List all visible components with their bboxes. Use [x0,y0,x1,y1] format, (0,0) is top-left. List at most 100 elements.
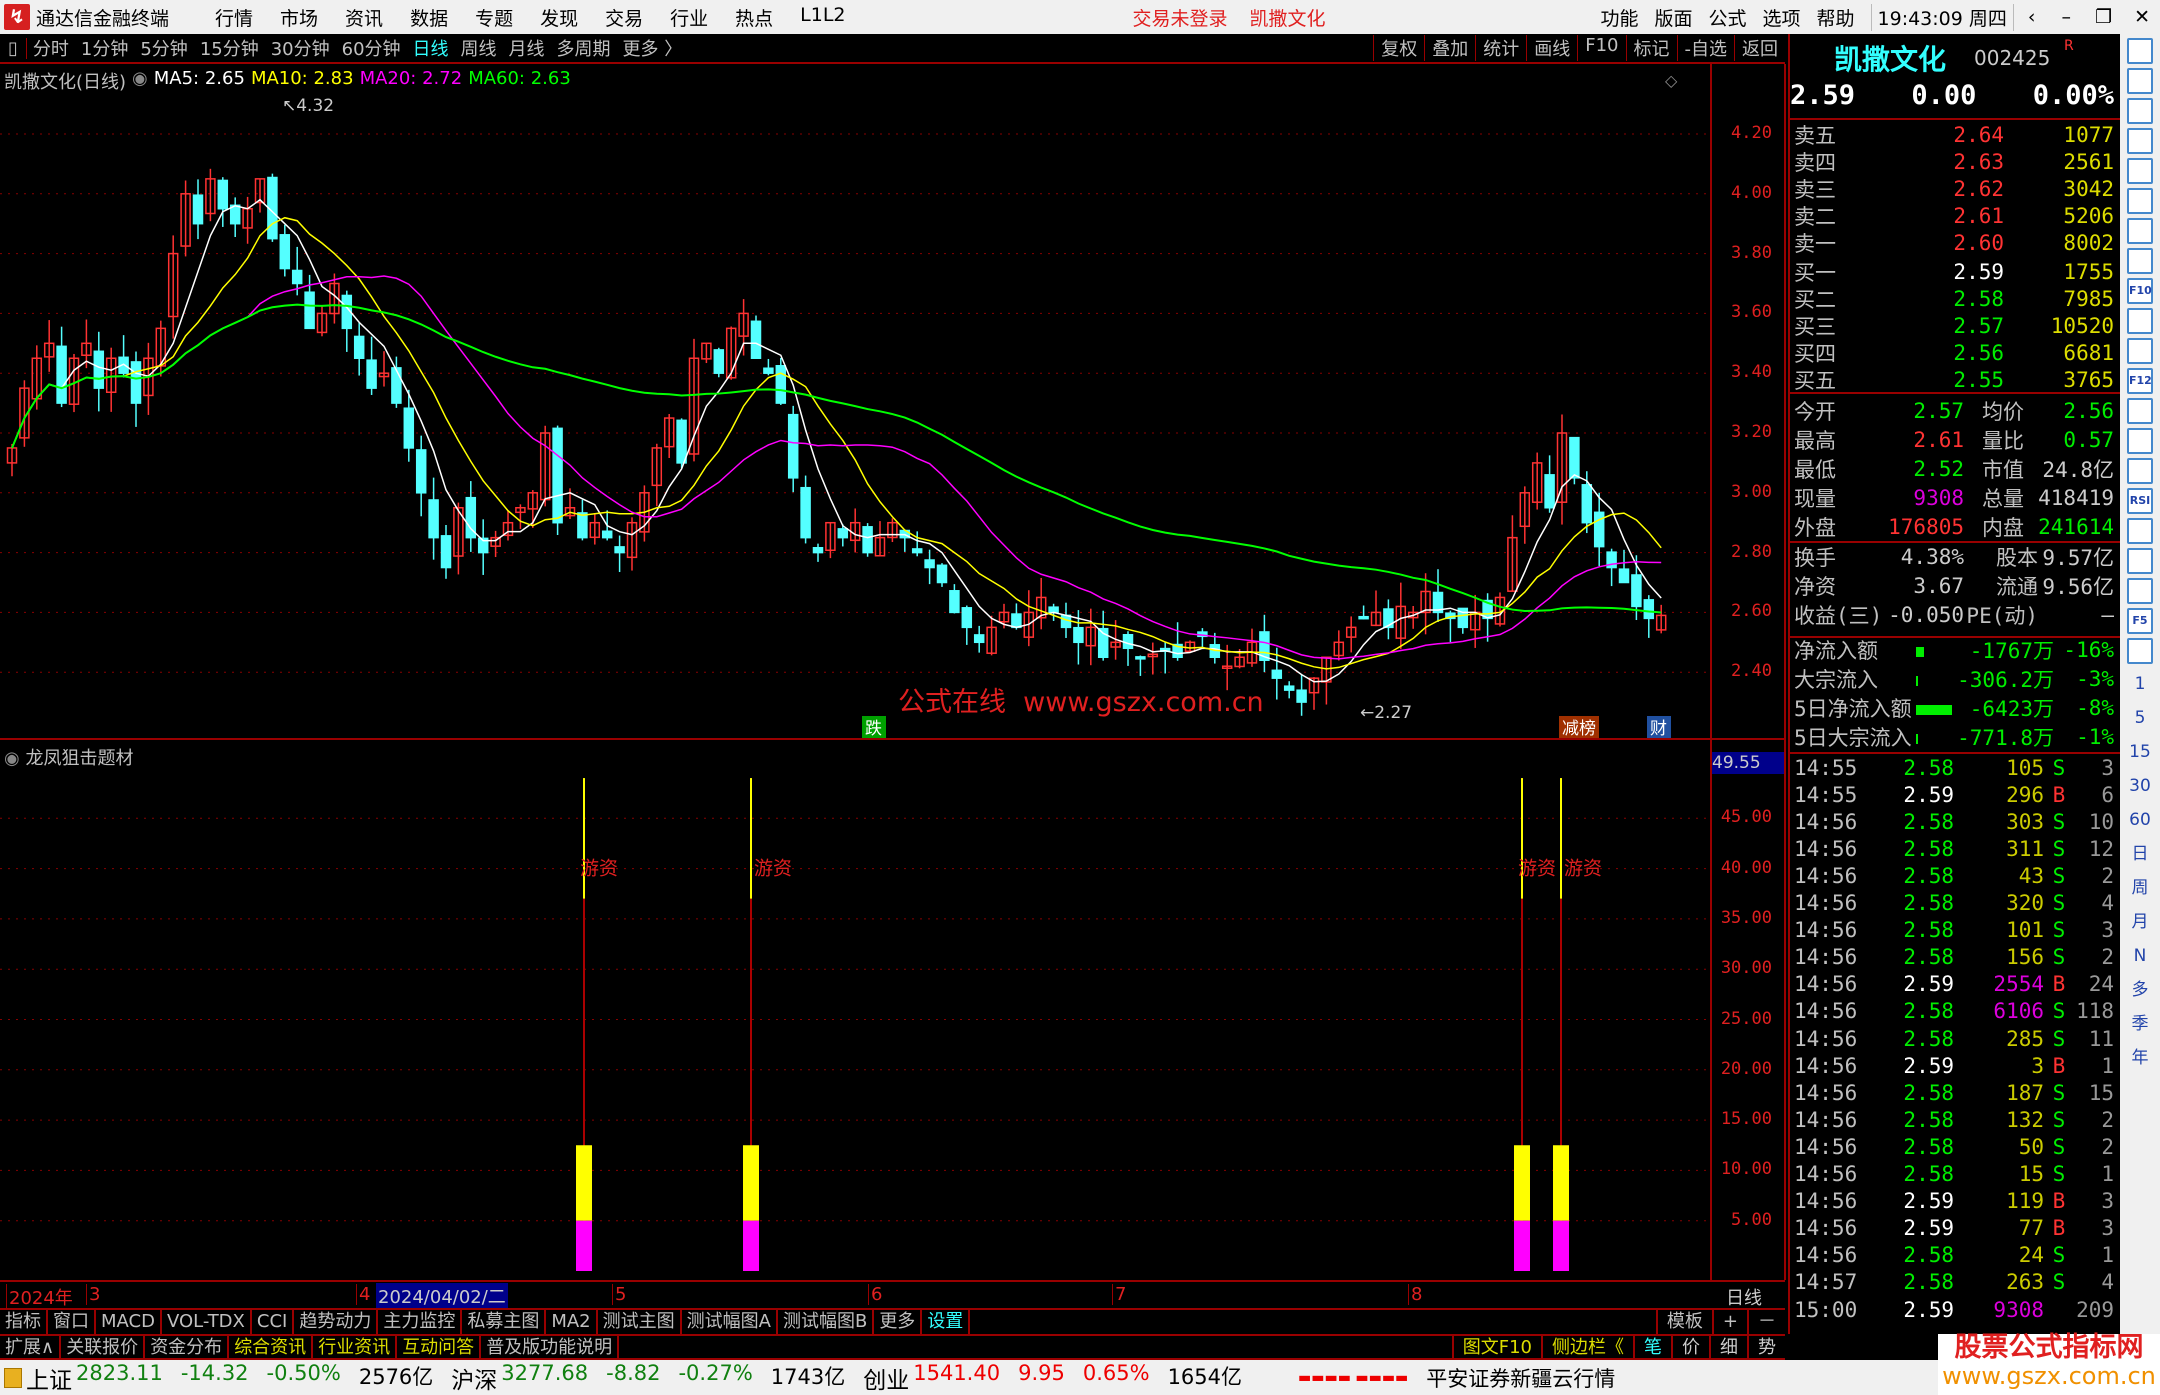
rsi-icon[interactable]: RSI [2127,488,2153,514]
template-button[interactable]: + [1711,1310,1747,1334]
indicator-tab[interactable]: 测试幅图A [682,1310,778,1334]
indicator-tab[interactable]: MA2 [546,1310,598,1334]
side-tab[interactable]: 图文F10 [1451,1336,1541,1358]
restore-icon[interactable]: ❐ [2095,6,2113,28]
menu-item[interactable]: 热点 [735,7,774,30]
function-icon[interactable] [2127,398,2153,424]
indicator-tab[interactable]: 测试主图 [598,1310,682,1334]
period-tab[interactable]: 多周期 [556,39,611,60]
extension-tab[interactable]: 行业资讯 [313,1336,398,1358]
candlestick-chart[interactable]: ↖4.32 ←2.27 跌 减榜 财 ◇ [0,64,1710,740]
menu-item[interactable]: 专题 [475,7,514,30]
period-shortcut[interactable]: 日 [2131,844,2149,864]
extension-tab[interactable]: 普及版功能说明 [481,1336,620,1358]
extension-tab[interactable]: 资金分布 [145,1336,230,1358]
period-shortcut[interactable]: 年 [2131,1048,2149,1068]
menu-item[interactable]: 功能 [1600,7,1639,30]
arrow-left-icon[interactable] [2127,38,2153,64]
period-tab[interactable]: 5分钟 [140,39,188,60]
indicator-tab[interactable]: VOL-TDX [162,1310,252,1334]
indicator-tab[interactable]: 趋势动力 [294,1310,379,1334]
indicator-chart[interactable]: 游资 游资 游资 游资 [0,740,1710,1280]
menu-item[interactable]: 帮助 [1816,7,1855,30]
period-tab[interactable]: 日线 [412,39,449,60]
chart-button[interactable]: 返回 [1734,35,1785,61]
pencil-icon[interactable] [2127,578,2153,604]
menu-item[interactable]: 发现 [540,7,579,30]
indicator-tab[interactable]: 测试幅图B [778,1310,875,1334]
chart-button[interactable]: -自选 [1676,35,1735,61]
period-shortcut[interactable]: 60 [2129,810,2151,830]
period-shortcut[interactable]: 多 [2131,980,2149,1000]
period-shortcut[interactable]: 季 [2131,1014,2149,1034]
back-icon[interactable]: ‹ [2027,6,2036,28]
period-shortcut[interactable]: 30 [2129,776,2151,796]
side-tab[interactable]: 细 [1709,1336,1747,1358]
move-icon[interactable] [2127,548,2153,574]
indicator-tab[interactable]: 设置 [922,1310,971,1334]
chart-button[interactable]: 画线 [1526,35,1577,61]
self-select-icon[interactable] [2127,338,2153,364]
period-tab[interactable]: 月线 [508,39,545,60]
menu-item[interactable]: 版面 [1654,7,1693,30]
chart-button[interactable]: 统计 [1475,35,1526,61]
indicator-tab[interactable]: 主力监控 [378,1310,463,1334]
indicator-tab[interactable]: MACD [96,1310,162,1334]
extension-tab[interactable]: 互动问答 [397,1336,482,1358]
period-shortcut[interactable]: 1 [2134,674,2146,694]
grid-icon[interactable] [2127,158,2153,184]
template-button[interactable]: 模板 [1655,1310,1712,1334]
side-tab[interactable]: 势 [1747,1336,1785,1358]
circle-icon[interactable] [2127,428,2153,454]
indicator-tab[interactable]: 指标 [0,1310,48,1334]
period-shortcut[interactable]: N [2133,946,2147,966]
f5-icon[interactable]: F5 [2127,608,2153,634]
chart-button[interactable]: 叠加 [1424,35,1475,61]
close-icon[interactable]: ✕ [2134,6,2150,28]
settings-circle-icon[interactable]: ◉ [132,68,148,89]
arrow-up-icon[interactable] [2127,68,2153,94]
period-tab[interactable]: 60分钟 [341,39,401,60]
side-tab[interactable]: 价 [1671,1336,1709,1358]
panel-toggle-icon[interactable]: ▯ [0,37,27,59]
period-shortcut[interactable]: 5 [2134,708,2146,728]
period-tab[interactable]: 1分钟 [80,39,129,60]
period-tab[interactable]: 分时 [32,39,69,60]
period-tab[interactable]: 更多 〉 [622,39,683,60]
period-shortcut[interactable]: 15 [2129,742,2151,762]
menu-item[interactable]: 公式 [1708,7,1747,30]
f12-icon[interactable]: F12 [2127,368,2153,394]
period-tab[interactable]: 30分钟 [270,39,330,60]
chart-button[interactable]: 复权 [1373,35,1424,61]
tree-icon[interactable] [2127,308,2153,334]
menu-item[interactable]: 数据 [410,7,449,30]
menu-item[interactable]: 行情 [215,7,254,30]
extension-tab[interactable]: 关联报价 [61,1336,146,1358]
menu-item[interactable]: 交易 [605,7,644,30]
chart-button[interactable]: F10 [1577,35,1625,61]
side-tab[interactable]: 侧边栏《 [1541,1336,1633,1358]
period-shortcut[interactable]: 月 [2131,912,2149,932]
line-chart-icon[interactable] [2127,188,2153,214]
indicator-tab[interactable]: 窗口 [48,1310,96,1334]
period-tab[interactable]: 15分钟 [199,39,259,60]
menu-item[interactable]: 行业 [670,7,709,30]
template-button[interactable]: － [1747,1310,1785,1334]
chart-button[interactable]: 标记 [1625,35,1677,61]
period-shortcut[interactable]: 周 [2131,878,2149,898]
indicator-tab[interactable]: 私募主图 [462,1310,547,1334]
minimize-icon[interactable]: – [2061,6,2072,28]
pages-icon[interactable] [2127,248,2153,274]
indicator-tab[interactable]: CCI [252,1310,295,1334]
menu-item[interactable]: 资讯 [345,7,384,30]
refresh-icon[interactable] [2127,638,2153,664]
money-icon[interactable] [2127,518,2153,544]
menu-item[interactable]: L1L2 [800,3,846,26]
f10-icon[interactable]: F10 [2127,278,2153,304]
order-book-icon[interactable] [2127,128,2153,154]
period-tab[interactable]: 周线 [460,39,497,60]
menu-item[interactable]: 选项 [1762,7,1801,30]
menu-item[interactable]: 市场 [280,7,319,30]
side-tab[interactable]: 笔 [1633,1336,1671,1358]
arrow-down-icon[interactable] [2127,98,2153,124]
